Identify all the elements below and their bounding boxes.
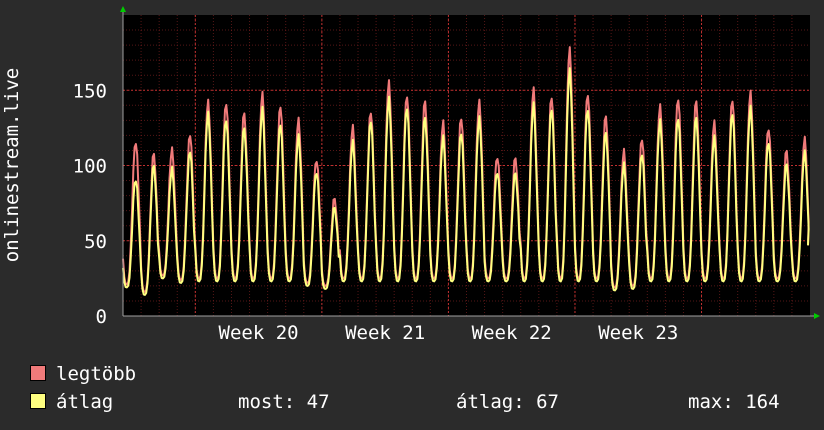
- stat-maximum: max: 164: [688, 391, 780, 413]
- stat-average: átlag: 67: [456, 391, 559, 413]
- x-axis-arrow: [814, 313, 820, 319]
- x-tick-label: Week 22: [472, 322, 552, 344]
- stat-current: most: 47: [238, 391, 330, 413]
- y-tick-label: 0: [96, 306, 107, 328]
- x-tick-label: Week 20: [219, 322, 299, 344]
- y-tick-label: 50: [84, 231, 107, 253]
- series-line-atlag: [122, 67, 810, 296]
- x-tick-label: Week 21: [345, 322, 425, 344]
- y-axis-arrow: [120, 6, 126, 12]
- legend-swatch-max: [30, 365, 46, 381]
- y-tick-label: 150: [73, 80, 107, 102]
- legend-label-avg: átlag: [56, 391, 114, 413]
- y-axis-title: onlinestream.live: [1, 68, 23, 262]
- legend-swatch-avg: [30, 393, 46, 409]
- x-tick-label: Week 23: [598, 322, 678, 344]
- legend-label-max: legtöbb: [56, 363, 137, 385]
- y-tick-label: 100: [73, 156, 107, 178]
- legend-item-avg: átlag: [30, 391, 113, 413]
- legend-item-max: legtöbb: [30, 363, 136, 385]
